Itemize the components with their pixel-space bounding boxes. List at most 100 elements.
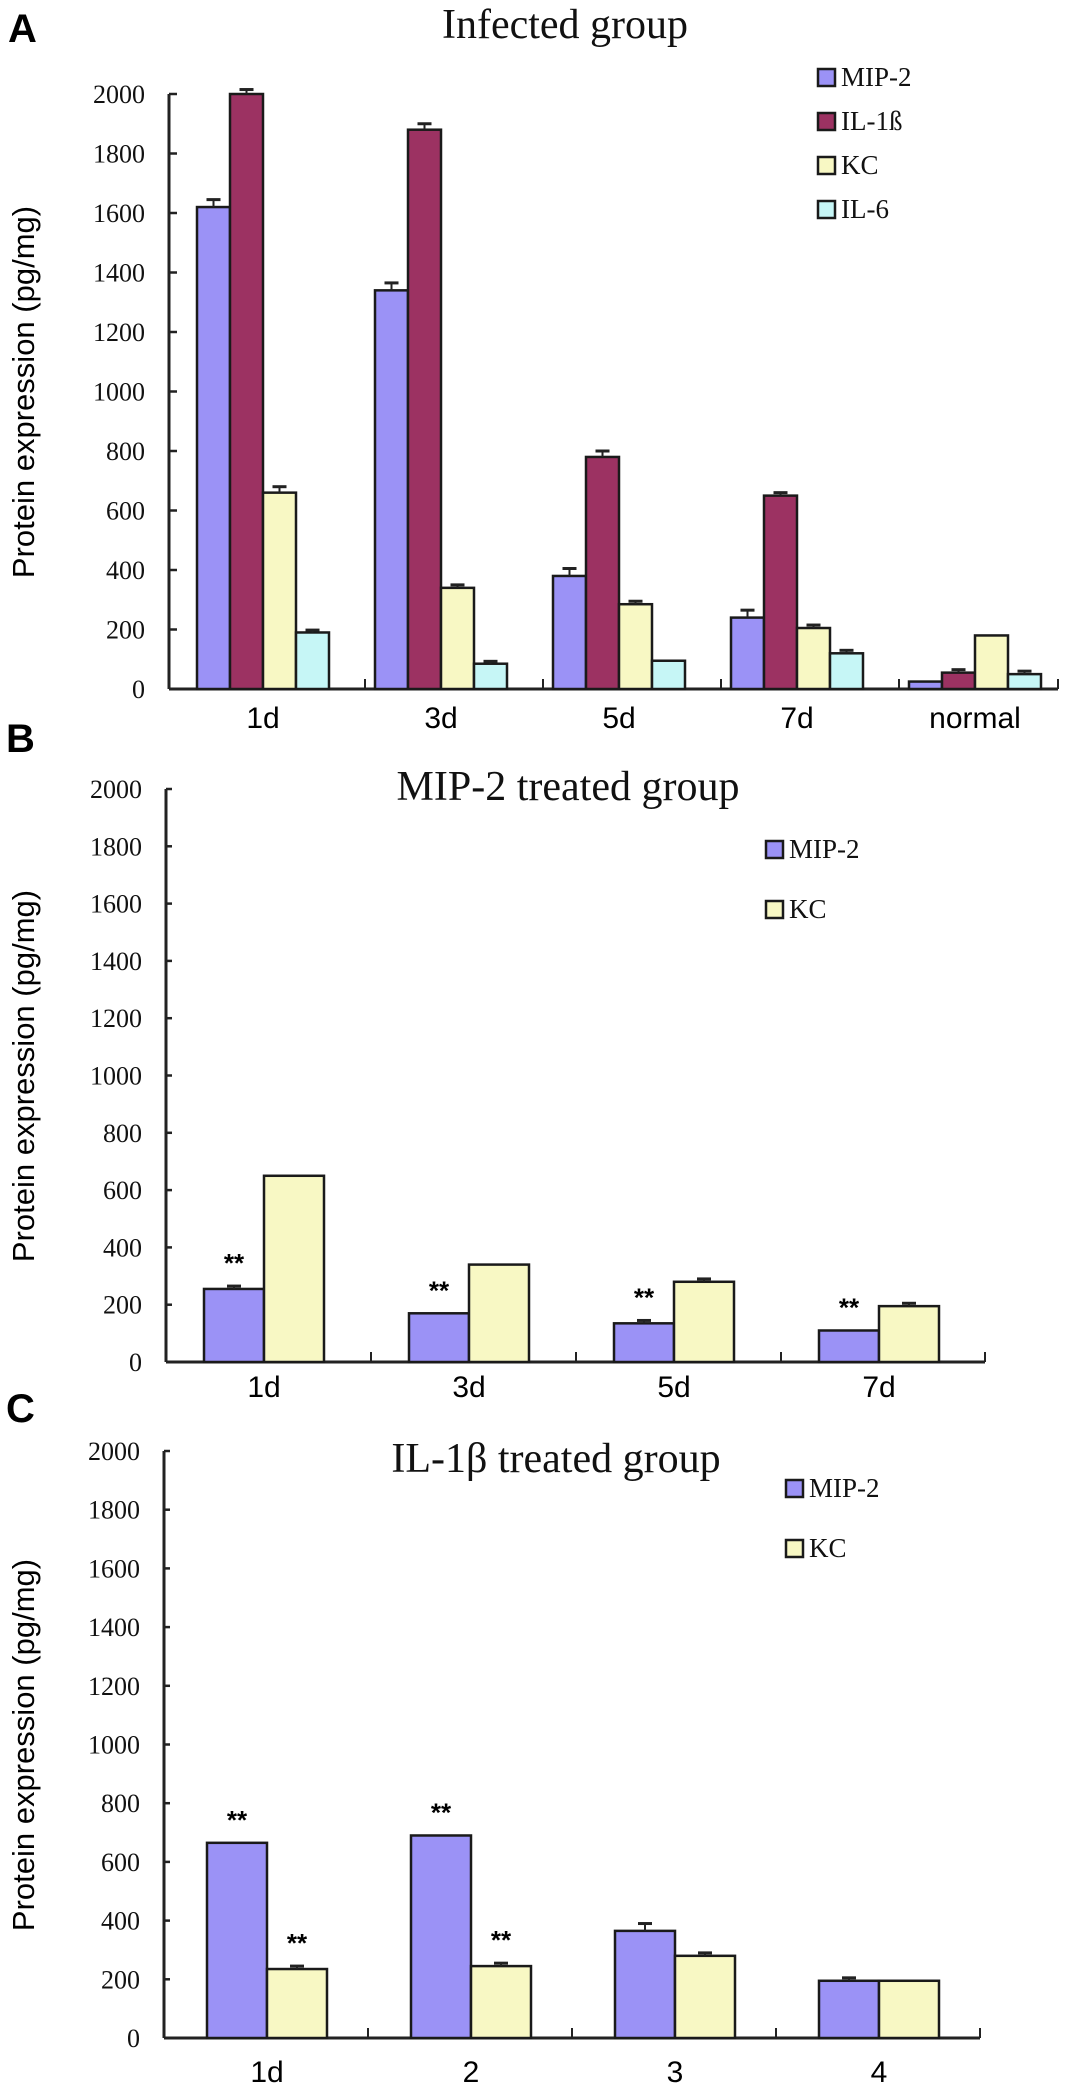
significance-marker: ** xyxy=(224,1248,245,1278)
y-tick-label-b: 1600 xyxy=(90,890,142,919)
y-tick-label-c: 800 xyxy=(101,1789,140,1818)
x-tick-label-b: 5d xyxy=(657,1371,690,1404)
legend-label-kc: KC xyxy=(789,894,827,924)
y-axis-label-c: Protein expression (pg/mg) xyxy=(6,1559,41,1931)
legend-a: MIP-2 IL-1ß KC IL-6 xyxy=(816,62,912,224)
significance-marker: ** xyxy=(429,1275,450,1305)
y-tick-label-b: 1200 xyxy=(90,1004,142,1033)
panel-label-b: B xyxy=(6,717,35,761)
bar-mip2-1d xyxy=(202,1287,266,1364)
bar-il6-5d xyxy=(650,659,687,691)
bar-mip2-1d xyxy=(205,1841,269,2040)
bar-kc-3d xyxy=(439,586,476,691)
chart-title-c: IL-1β treated group xyxy=(391,1436,720,1482)
legend-label-mip2: MIP-2 xyxy=(789,834,860,864)
bar-mip2-5d xyxy=(612,1322,676,1364)
panel-label-a: A xyxy=(8,7,37,51)
panel-c: C IL-1β treated group Protein expression… xyxy=(6,1387,981,2089)
y-tick-label-c: 1200 xyxy=(88,1672,140,1701)
significance-marker: ** xyxy=(491,1925,512,1955)
bar-il1-normal xyxy=(940,671,977,691)
axes-b: 0 200 400 600 800 1000 1200 1400 1600 1800 2000 1d 3… xyxy=(90,775,986,1404)
bar-kc-1d xyxy=(262,1174,326,1364)
y-axis-label-a: Protein expression (pg/mg) xyxy=(6,206,41,578)
bar-mip2-4 xyxy=(817,1979,881,2040)
y-tick-label-c: 1000 xyxy=(88,1731,140,1760)
bar-mip2-7d xyxy=(729,616,766,691)
x-tick-label-c: 3 xyxy=(667,2056,684,2089)
legend-label-kc: KC xyxy=(809,1533,847,1563)
legend-label-mip2: MIP-2 xyxy=(841,62,912,92)
x-tick-label-c: 2 xyxy=(463,2056,480,2089)
bar-mip2-2 xyxy=(409,1834,473,2040)
y-tick-label-c: 0 xyxy=(127,2024,140,2053)
bar-kc-1d xyxy=(265,1967,329,2040)
y-tick-label-a: 600 xyxy=(106,497,145,526)
bar-mip2-7d xyxy=(817,1329,881,1364)
x-tick-label-a: 7d xyxy=(780,702,813,735)
x-tick-label-b: 3d xyxy=(452,1371,485,1404)
legend-swatch-kc xyxy=(816,155,837,176)
y-tick-label-a: 2000 xyxy=(93,80,145,109)
y-tick-label-c: 1600 xyxy=(88,1554,140,1583)
significance-marker: ** xyxy=(634,1282,655,1312)
bar-il1-7d xyxy=(762,494,799,691)
x-tick-label-c: 1d xyxy=(250,2056,283,2089)
y-tick-label-b: 0 xyxy=(129,1348,142,1377)
x-tick-label-b: 7d xyxy=(862,1371,895,1404)
y-tick-label-a: 1800 xyxy=(93,140,145,169)
panel-a: A Infected group Protein expression (pg/… xyxy=(6,2,1059,735)
significance-marker: ** xyxy=(287,1928,308,1958)
x-tick-label-a: 5d xyxy=(602,702,635,735)
x-tick-label-b: 1d xyxy=(247,1371,280,1404)
y-tick-label-b: 600 xyxy=(103,1176,142,1205)
bar-il6-1d xyxy=(294,631,331,691)
bar-mip2-3d xyxy=(373,289,410,691)
bar-kc-3 xyxy=(673,1954,737,2040)
bar-kc-4 xyxy=(877,1979,941,2040)
legend-label-il1: IL-1ß xyxy=(841,106,902,136)
y-tick-label-c: 1400 xyxy=(88,1613,140,1642)
bar-kc-2 xyxy=(469,1964,533,2040)
x-tick-label-a: 3d xyxy=(424,702,457,735)
chart-title-b: MIP-2 treated group xyxy=(397,764,740,810)
legend-label-il6: IL-6 xyxy=(841,194,889,224)
bar-mip2-1d xyxy=(195,205,232,691)
bar-kc-5d xyxy=(617,602,654,691)
legend-swatch-il6 xyxy=(816,199,837,220)
significance-marker: ** xyxy=(227,1805,248,1835)
y-tick-label-c: 600 xyxy=(101,1848,140,1877)
legend-label-kc: KC xyxy=(841,150,879,180)
panel-b: B MIP-2 treated group Protein expression… xyxy=(6,717,986,1404)
axes-a: 0 200 400 600 800 1000 1200 1400 1600 1800 2000 1d 3… xyxy=(93,80,1059,735)
legend-swatch-mip2 xyxy=(816,67,837,88)
bar-mip2-5d xyxy=(551,574,588,691)
bar-mip2-3d xyxy=(407,1312,471,1364)
y-tick-label-c: 400 xyxy=(101,1907,140,1936)
legend-swatch-il1 xyxy=(816,111,837,132)
panel-label-c: C xyxy=(6,1387,35,1431)
legend-swatch-kc xyxy=(784,1538,805,1559)
bar-kc-3d xyxy=(467,1263,531,1364)
bar-kc-1d xyxy=(261,491,298,691)
y-tick-label-a: 1600 xyxy=(93,199,145,228)
bar-kc-7d xyxy=(877,1304,941,1364)
bar-kc-7d xyxy=(795,626,832,691)
bar-il6-3d xyxy=(472,662,509,691)
legend-b: MIP-2 KC xyxy=(764,834,860,924)
legend-label-mip2: MIP-2 xyxy=(809,1473,880,1503)
y-axis-label-b: Protein expression (pg/mg) xyxy=(6,890,41,1262)
legend-swatch-kc xyxy=(764,899,785,920)
y-tick-label-c: 2000 xyxy=(88,1437,140,1466)
bar-kc-normal xyxy=(973,634,1010,691)
bars-b: ** ** ** ** xyxy=(202,1174,941,1364)
y-tick-label-a: 0 xyxy=(132,675,145,704)
y-tick-label-b: 200 xyxy=(103,1291,142,1320)
bar-il1-3d xyxy=(406,128,443,691)
legend-swatch-mip2 xyxy=(784,1478,805,1499)
significance-marker: ** xyxy=(839,1292,860,1322)
significance-marker: ** xyxy=(431,1797,452,1827)
y-tick-label-a: 1000 xyxy=(93,378,145,407)
legend-swatch-mip2 xyxy=(764,839,785,860)
